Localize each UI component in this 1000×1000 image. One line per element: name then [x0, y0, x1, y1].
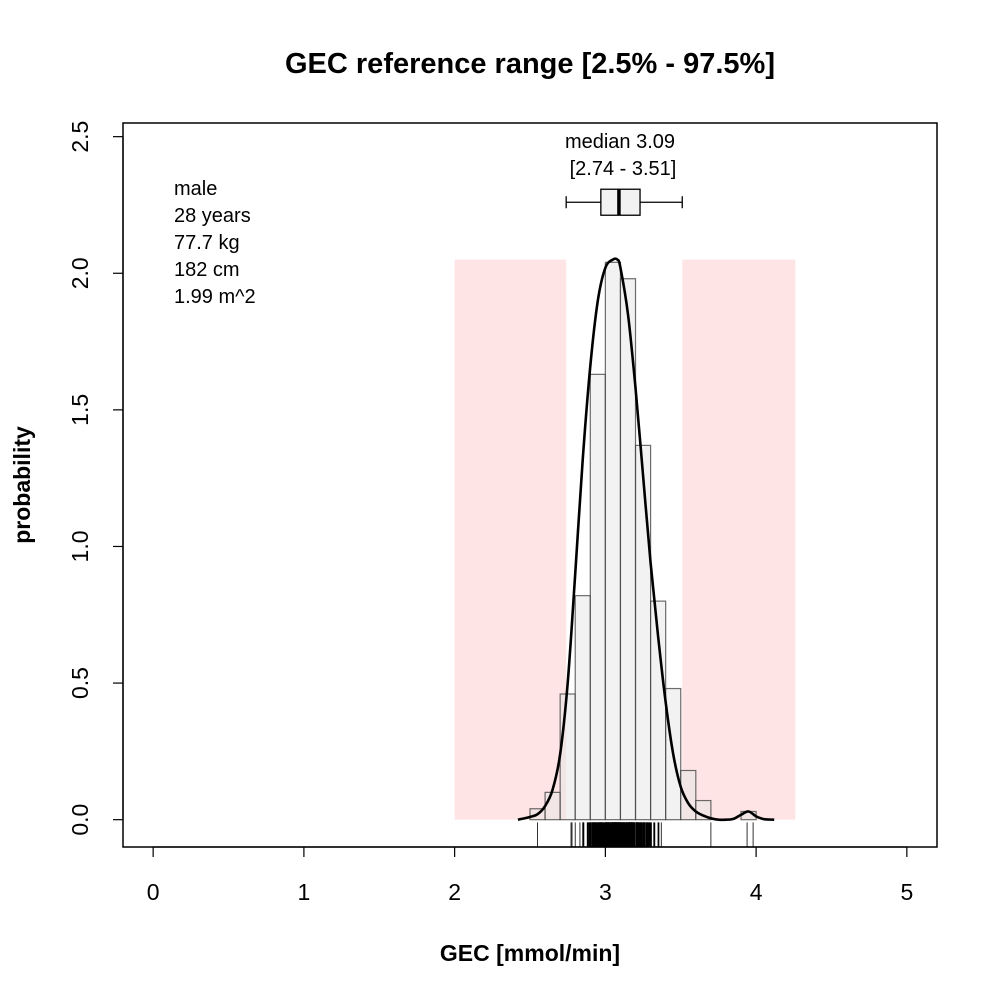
y-axis: 0.0 0.5 1.0 1.5 2.0 2.5	[67, 121, 124, 836]
range-label: [2.74 - 3.51]	[570, 158, 677, 180]
x-tick-label: 5	[900, 879, 913, 905]
rug-plot	[537, 822, 754, 847]
x-axis: 0 1 2 3 4 5	[147, 846, 913, 905]
shaded-region-high	[682, 259, 796, 820]
y-tick-label: 2.0	[67, 257, 93, 289]
density-curve	[517, 257, 775, 822]
y-tick-label: 2.5	[67, 121, 93, 153]
x-tick-label: 1	[297, 879, 310, 905]
subject-age: 28 years	[174, 205, 251, 227]
boxplot	[565, 188, 683, 216]
histogram-bar	[544, 791, 561, 821]
subject-sex: male	[174, 178, 217, 200]
y-tick-label: 0.5	[67, 667, 93, 699]
y-tick-label: 0.0	[67, 804, 93, 836]
histogram-bar	[604, 261, 622, 821]
x-tick-label: 0	[147, 879, 160, 905]
subject-bsa: 1.99 m^2	[174, 286, 256, 308]
x-tick-label: 3	[599, 879, 612, 905]
histogram-bar	[574, 595, 591, 821]
chart-title: GEC reference range [2.5% - 97.5%]	[285, 48, 775, 80]
subject-height: 182 cm	[174, 259, 240, 281]
histogram-bar	[589, 373, 606, 821]
histogram-bar	[634, 444, 652, 821]
y-tick-label: 1.5	[67, 394, 93, 426]
subject-info: male 28 years 77.7 kg 182 cm 1.99 m^2	[174, 178, 256, 308]
x-tick-label: 4	[750, 879, 763, 905]
x-tick-label: 2	[448, 879, 461, 905]
y-axis-label: probability	[9, 426, 35, 544]
reference-shading	[454, 259, 796, 820]
histogram-bar	[559, 693, 576, 821]
median-label: median 3.09	[565, 131, 675, 153]
y-tick-label: 1.0	[67, 530, 93, 562]
x-axis-label: GEC [mmol/min]	[440, 940, 620, 966]
density-curve-group	[517, 257, 775, 822]
subject-weight: 77.7 kg	[174, 232, 240, 254]
shaded-region-low	[454, 259, 567, 820]
